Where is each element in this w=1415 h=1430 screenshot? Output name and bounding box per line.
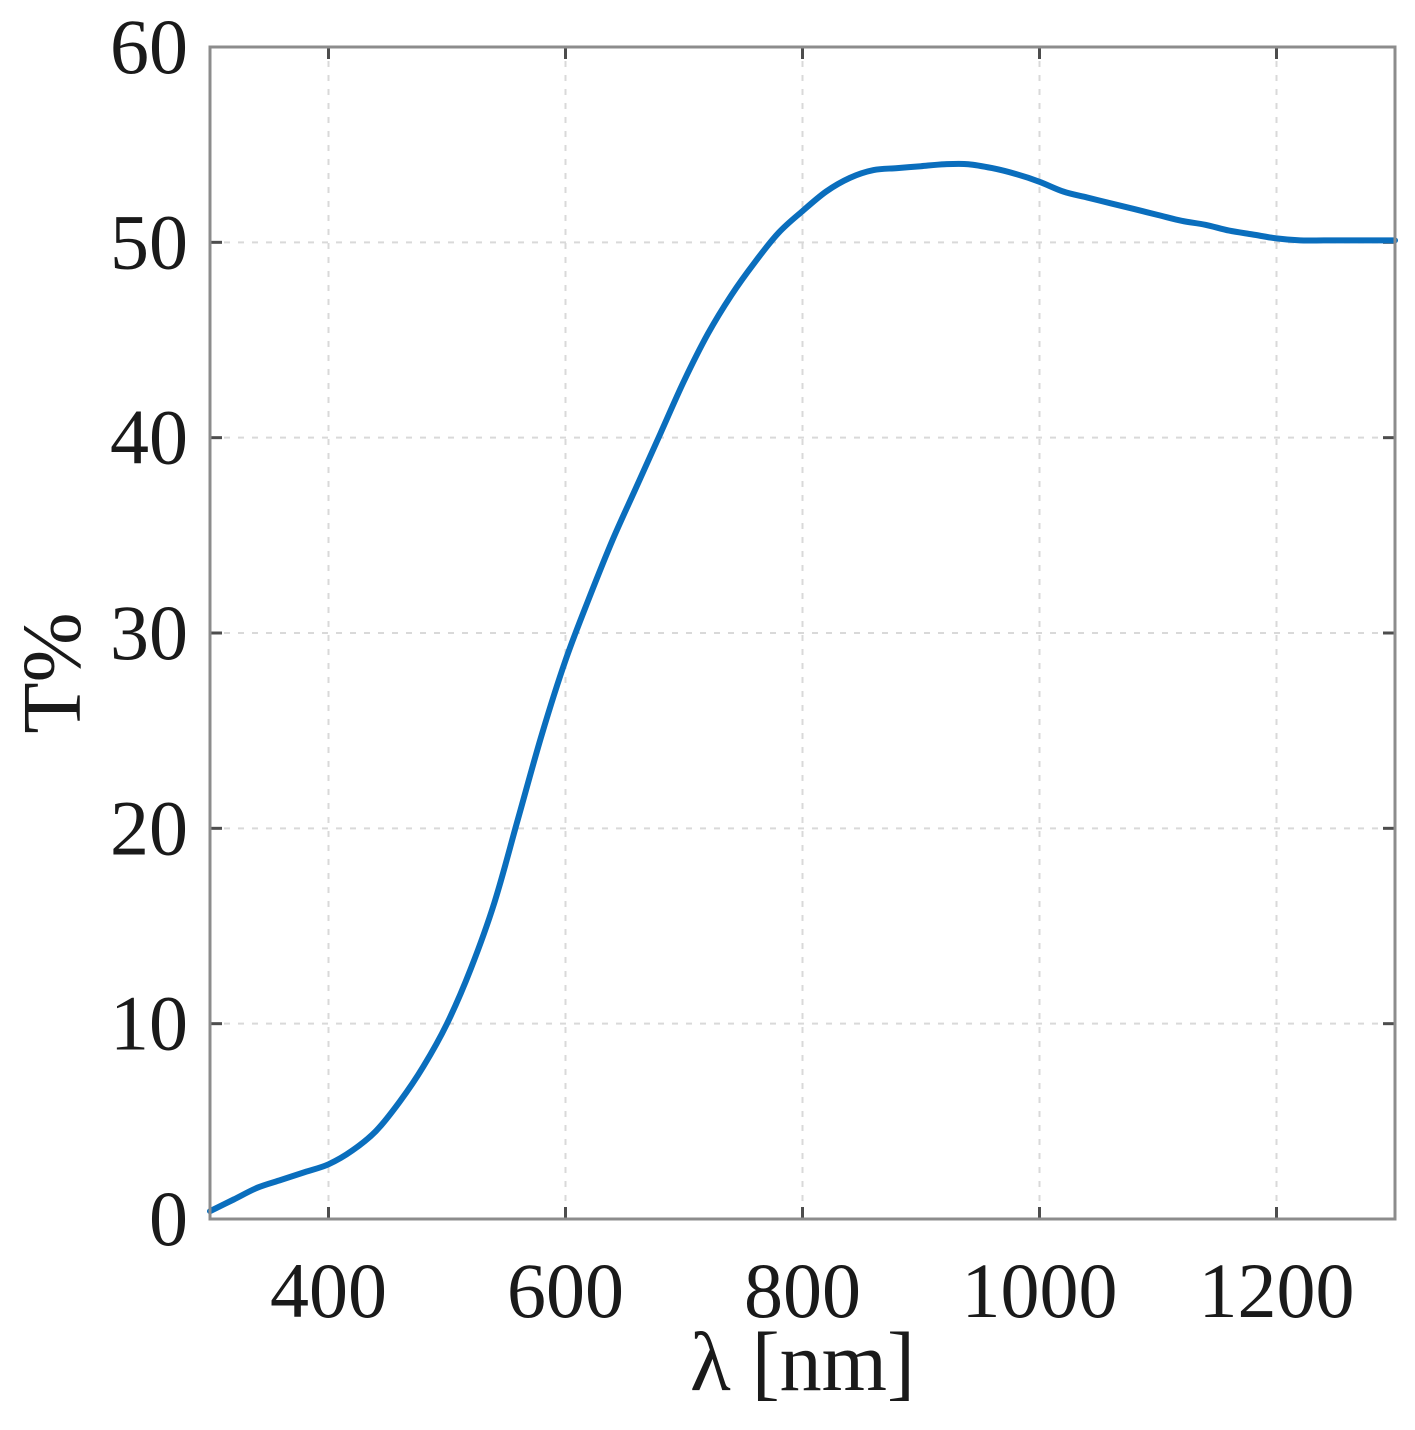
- y-tick-label: 0: [149, 1175, 188, 1262]
- plot-frame: [208, 45, 1397, 1221]
- x-tick-label: 600: [507, 1247, 624, 1334]
- y-tick-label: 20: [110, 784, 188, 871]
- x-tick-label: 1200: [1199, 1247, 1355, 1334]
- x-axis-title: λ [nm]: [690, 1316, 915, 1409]
- x-tick-label: 800: [744, 1247, 861, 1334]
- series-line: [207, 160, 1398, 1215]
- y-tick-label: 40: [110, 394, 188, 481]
- y-tick-label: 50: [110, 198, 188, 285]
- y-tick-label: 60: [110, 3, 188, 90]
- x-tick-label: 400: [270, 1247, 387, 1334]
- y-tick-labels: 0 10 20 30 40 50 60: [110, 3, 188, 1262]
- y-tick-label: 10: [110, 980, 188, 1067]
- y-tick-label: 30: [110, 589, 188, 676]
- x-tick-labels: 400 600 800 1000 1200: [270, 1247, 1355, 1334]
- y-axis-title: T%: [6, 612, 99, 733]
- grid-lines: [210, 47, 1395, 1219]
- x-tick-label: 1000: [962, 1247, 1118, 1334]
- series-layer: [207, 160, 1398, 1215]
